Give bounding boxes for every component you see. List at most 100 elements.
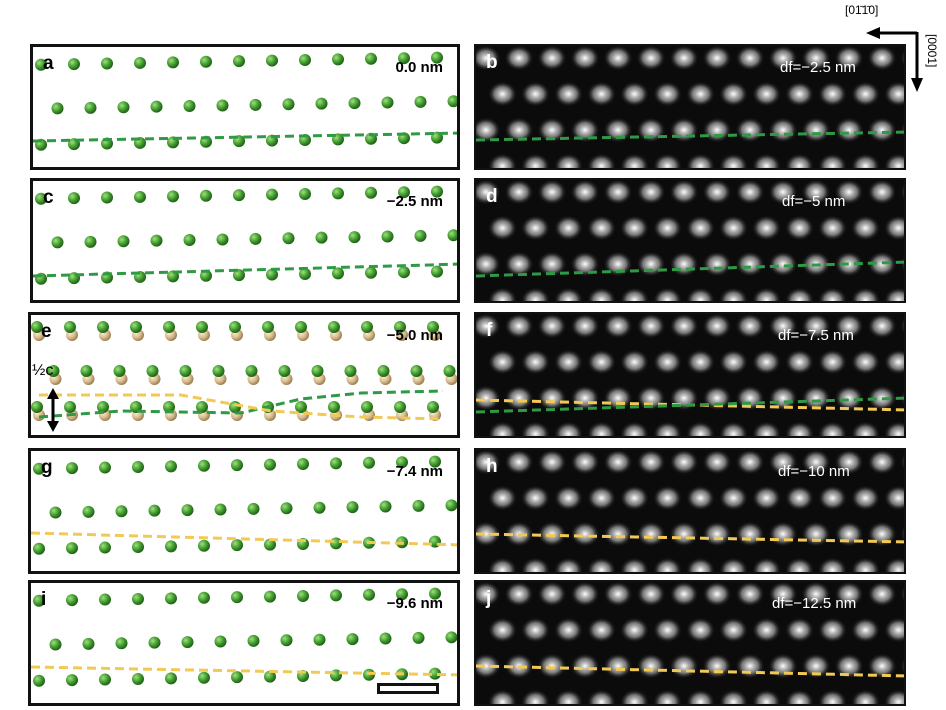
atom-green bbox=[231, 591, 243, 604]
atom-column-spot bbox=[537, 582, 567, 607]
atom-column-spot bbox=[718, 153, 749, 168]
atom-green bbox=[348, 97, 361, 110]
atom-column-spot bbox=[718, 287, 749, 301]
atom-column-spot bbox=[900, 317, 904, 335]
atom-column-spot bbox=[685, 287, 716, 301]
atom-green bbox=[446, 703, 458, 706]
atom-column-spot bbox=[817, 153, 848, 168]
atom-column-spot bbox=[636, 582, 666, 607]
atom-column-spot bbox=[685, 81, 716, 107]
atom-column-spot bbox=[768, 521, 798, 547]
atom-green bbox=[165, 540, 177, 553]
panel-b-image: b df=−2.5 nm bbox=[474, 44, 906, 170]
atom-green bbox=[64, 321, 76, 333]
haadf-image bbox=[476, 582, 904, 704]
atom-column-spot bbox=[834, 314, 864, 339]
panel-label: f bbox=[486, 320, 493, 341]
atom-green bbox=[429, 455, 441, 468]
atom-column-spot bbox=[476, 117, 501, 143]
atom-column-spot bbox=[685, 349, 716, 375]
atom-column-spot bbox=[751, 617, 782, 643]
atom-column-spot bbox=[520, 349, 551, 375]
atom-column-spot bbox=[685, 153, 716, 168]
atom-green bbox=[266, 54, 278, 67]
atom-column-spot bbox=[537, 46, 567, 71]
atom-column-spot bbox=[603, 582, 633, 607]
green-dashed-line bbox=[33, 262, 457, 278]
atom-green bbox=[282, 232, 295, 245]
atom-column-spot bbox=[619, 153, 650, 168]
atom-green bbox=[245, 365, 258, 377]
atom-column-spot bbox=[636, 653, 666, 679]
atom-column-spot bbox=[603, 117, 633, 143]
atom-green bbox=[278, 365, 291, 377]
atom-column-spot bbox=[751, 153, 782, 168]
atom-column-spot bbox=[586, 557, 617, 572]
atom-column-spot bbox=[850, 349, 881, 375]
atom-green bbox=[398, 52, 410, 65]
atom-green bbox=[412, 499, 425, 512]
atom-green bbox=[429, 667, 441, 680]
atom-column-spot bbox=[801, 117, 831, 143]
atom-green bbox=[264, 458, 276, 471]
atom-green bbox=[349, 169, 361, 170]
atom-column-spot bbox=[570, 46, 600, 71]
depth-label: −5.0 nm bbox=[386, 327, 443, 344]
yellow-dashed-line bbox=[476, 664, 904, 678]
defocus-label: df=−2.5 nm bbox=[780, 59, 856, 76]
atom-column-spot bbox=[520, 557, 551, 572]
atom-column-spot bbox=[504, 251, 534, 277]
atom-green bbox=[347, 573, 359, 574]
atom-column-spot bbox=[834, 385, 864, 411]
atom-column-spot bbox=[900, 525, 904, 543]
atom-green bbox=[33, 594, 45, 607]
yellow-dashed-line bbox=[31, 665, 457, 677]
atom-column-spot bbox=[504, 582, 534, 607]
atom-green bbox=[381, 96, 394, 109]
atom-green bbox=[147, 437, 159, 438]
atom-column-spot bbox=[768, 385, 798, 411]
atom-column-spot bbox=[768, 251, 798, 277]
panel-d-image: d df=−5 nm bbox=[474, 178, 906, 303]
atom-column-spot bbox=[801, 314, 831, 339]
atom-column-spot bbox=[586, 287, 617, 301]
depth-label: −9.6 nm bbox=[386, 595, 443, 612]
atom-column-spot bbox=[768, 450, 798, 475]
atom-column-spot bbox=[718, 421, 749, 436]
atom-green bbox=[146, 365, 159, 377]
atom-column-spot bbox=[735, 582, 765, 607]
atom-green bbox=[84, 101, 97, 114]
atom-green bbox=[412, 631, 425, 644]
atom-column-spot bbox=[751, 485, 782, 511]
atom-column-spot bbox=[487, 215, 518, 241]
atom-column-spot bbox=[636, 46, 666, 71]
depth-label: 0.0 nm bbox=[395, 59, 443, 76]
atom-green bbox=[233, 55, 245, 68]
atom-green bbox=[361, 401, 373, 413]
atom-column-spot bbox=[702, 582, 732, 607]
atom-green bbox=[443, 365, 456, 377]
atom-column-spot bbox=[570, 180, 600, 205]
atom-green bbox=[413, 704, 425, 706]
atom-column-spot bbox=[883, 557, 904, 572]
atom-column-spot bbox=[751, 287, 782, 301]
atom-column-spot bbox=[900, 183, 904, 201]
depth-label: −7.4 nm bbox=[386, 463, 443, 480]
atom-green bbox=[31, 321, 43, 333]
atom-green bbox=[445, 631, 457, 644]
atom-green bbox=[295, 401, 307, 413]
atom-green bbox=[427, 401, 439, 413]
atom-green bbox=[414, 95, 427, 108]
atom-column-spot bbox=[504, 314, 534, 339]
atom-column-spot bbox=[652, 557, 683, 572]
atom-green bbox=[231, 459, 243, 472]
atom-column-spot bbox=[586, 81, 617, 107]
atom-column-spot bbox=[586, 349, 617, 375]
atom-column-spot bbox=[603, 521, 633, 547]
atom-green bbox=[99, 593, 111, 606]
atom-green bbox=[51, 236, 64, 249]
atom-column-spot bbox=[669, 180, 699, 205]
atom-green bbox=[266, 268, 278, 281]
atom-column-spot bbox=[586, 689, 617, 704]
panel-f-image: f df=−7.5 nm bbox=[474, 312, 906, 438]
